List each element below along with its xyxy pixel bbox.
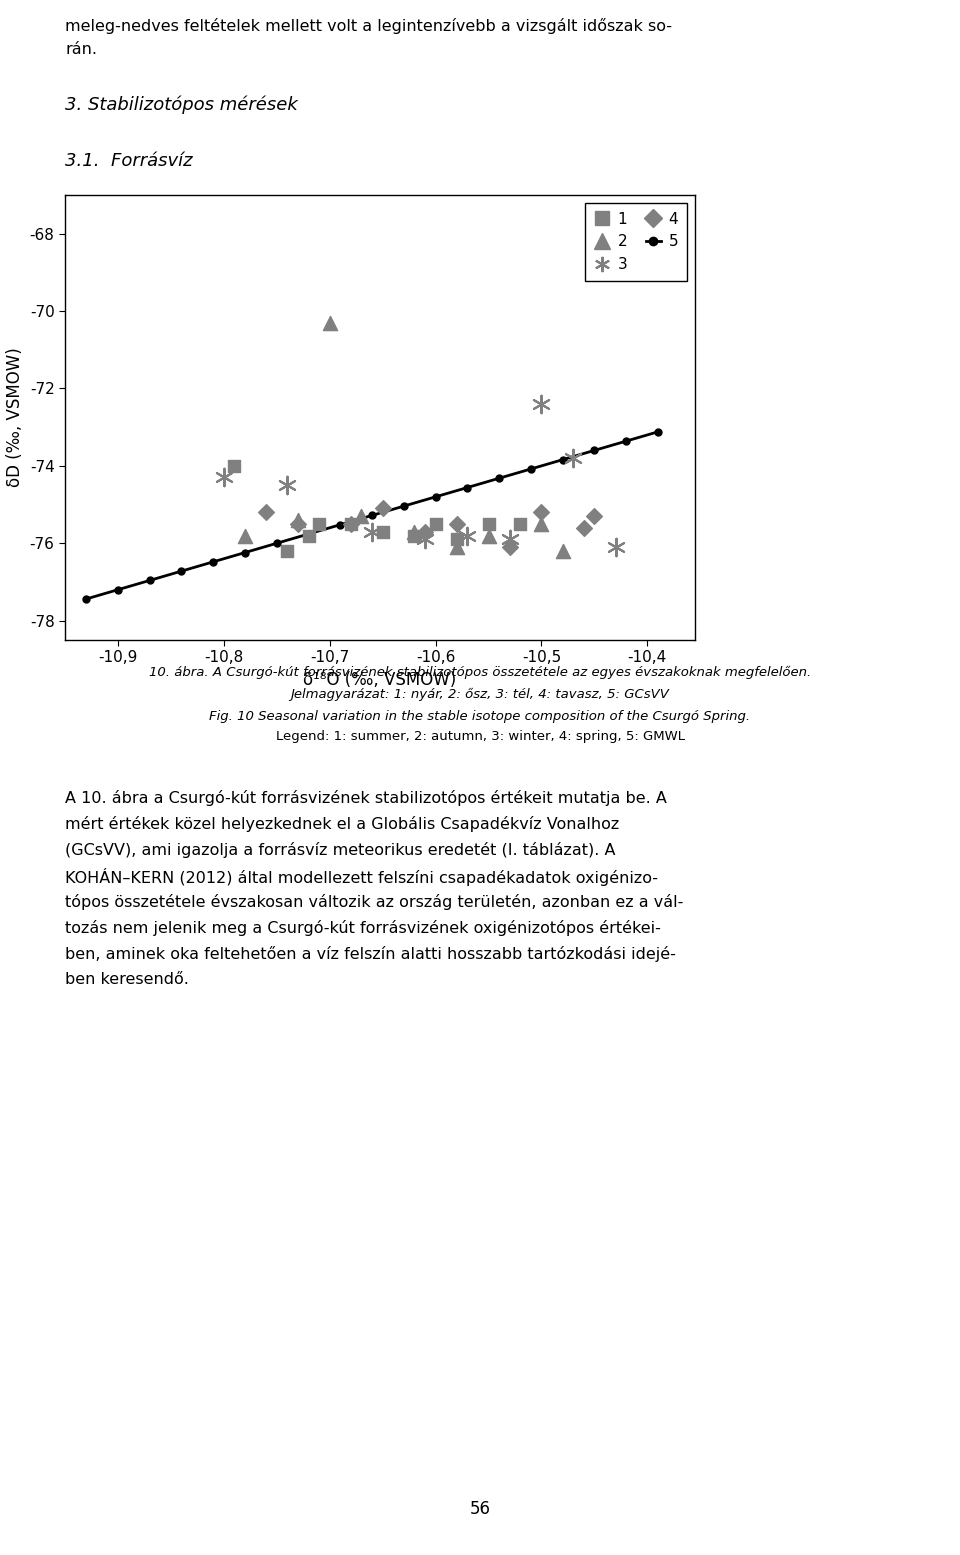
Point [481,522,496,547]
Point [502,535,517,560]
Text: tópos összetétele évszakosan változik az ország területén, azonban ez a vál-: tópos összetétele évszakosan változik az… [65,894,684,910]
Point [418,527,433,552]
Text: meleg-nedves feltételek mellett volt a legintenzívebb a vizsgált időszak so-: meleg-nedves feltételek mellett volt a l… [65,19,672,34]
Point [354,504,370,529]
Point [449,512,465,536]
Point [418,519,433,544]
Point [279,538,295,563]
Point [344,512,359,536]
Point [565,446,581,471]
Text: ben, aminek oka feltehetően a víz felszín alatti hosszabb tartózkodási idejé-: ben, aminek oka feltehetően a víz felszí… [65,945,676,963]
Point [300,522,316,547]
Point [311,512,326,536]
Point [375,519,391,544]
Point [407,522,422,547]
Point [576,515,591,540]
Text: 3.1.  Forrásvíz: 3.1. Forrásvíz [65,152,193,169]
Point [449,527,465,552]
Point [258,499,274,524]
Point [460,522,475,547]
Point [534,392,549,417]
Text: tozás nem jelenik meg a Csurgó-kút forrásvizének oxigénizotópos értékei-: tozás nem jelenik meg a Csurgó-kút forrá… [65,921,661,936]
Text: mért értékek közel helyezkednek el a Globális Csapadékvíz Vonalhoz: mért értékek közel helyezkednek el a Glo… [65,816,619,832]
Point [237,522,252,547]
Point [279,473,295,498]
Point [534,499,549,524]
Point [534,512,549,536]
Point [365,519,380,544]
Point [216,465,231,490]
Text: 3. Stabilizotópos mérések: 3. Stabilizotópos mérések [65,96,298,115]
Legend: 1, 2, 3, 4, 5: 1, 2, 3, 4, 5 [586,202,687,281]
Text: Fig. 10 Seasonal variation in the stable isotope composition of the Csurgó Sprin: Fig. 10 Seasonal variation in the stable… [209,711,751,723]
Point [322,311,337,336]
Text: 56: 56 [469,1501,491,1518]
Point [407,519,422,544]
Point [587,504,602,529]
X-axis label: δ¹⁸O (‰, VSMOW): δ¹⁸O (‰, VSMOW) [303,670,457,689]
Point [375,496,391,521]
Point [555,538,570,563]
Point [608,535,623,560]
Text: ben keresendő.: ben keresendő. [65,972,189,987]
Point [513,512,528,536]
Point [502,527,517,552]
Text: (GCsVV), ami igazolja a forrásvíz meteorikus eredetét (I. táblázat). A: (GCsVV), ami igazolja a forrásvíz meteor… [65,841,615,858]
Text: Legend: 1: summer, 2: autumn, 3: winter, 4: spring, 5: GMWL: Legend: 1: summer, 2: autumn, 3: winter,… [276,729,684,743]
Y-axis label: δD (‰, VSMOW): δD (‰, VSMOW) [6,348,24,487]
Point [227,454,242,479]
Point [290,512,305,536]
Text: Jelmagyarázat: 1: nyár, 2: ősz, 3: tél, 4: tavasz, 5: GCsVV: Jelmagyarázat: 1: nyár, 2: ősz, 3: tél, … [291,687,669,701]
Point [428,512,444,536]
Text: KOHÁN–KERN (2012) által modellezett felszíni csapadékadatok oxigénizo-: KOHÁN–KERN (2012) által modellezett fels… [65,868,659,886]
Point [344,512,359,536]
Text: A 10. ábra a Csurgó-kút forrásvizének stabilizotópos értékeit mutatja be. A: A 10. ábra a Csurgó-kút forrásvizének st… [65,790,667,805]
Text: 10. ábra. A Csurgó-kút forrásvizének stabilizotópos összetétele az egyes évszako: 10. ábra. A Csurgó-kút forrásvizének sta… [149,666,811,680]
Point [449,535,465,560]
Point [481,512,496,536]
Point [290,507,305,532]
Text: rán.: rán. [65,42,97,58]
